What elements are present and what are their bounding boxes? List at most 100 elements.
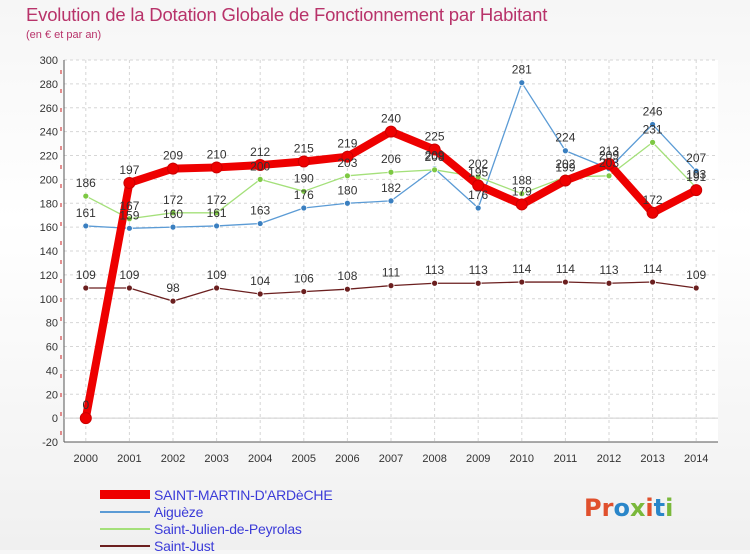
data-label-saint-martin-d-ardeche: 172: [643, 193, 663, 207]
data-point-saint-martin-d-ardeche: [603, 157, 615, 170]
data-point-saint-martin-d-ardeche: [79, 412, 92, 425]
data-point-aigueze: [562, 147, 569, 155]
x-tick-label: 2009: [466, 453, 490, 465]
data-label-saint-martin-d-ardeche: 210: [207, 147, 227, 161]
data-label-saint-julien-de-peyrolas: 206: [381, 152, 401, 166]
data-point-aigueze: [692, 167, 700, 175]
data-label-saint-julien-de-peyrolas: 200: [250, 159, 270, 173]
y-tick-label: 120: [40, 270, 58, 282]
data-label-aigueze: 209: [425, 149, 445, 163]
x-tick-label: 2002: [161, 453, 185, 465]
legend-item-saint-just: Saint-Just: [100, 537, 332, 554]
data-point-saint-just: [82, 284, 90, 292]
data-point-saint-just: [343, 285, 351, 293]
data-point-aigueze: [213, 222, 221, 230]
data-label-saint-martin-d-ardeche: 197: [119, 163, 139, 177]
data-label-aigueze: 176: [294, 188, 314, 202]
data-label-saint-martin-d-ardeche: 191: [686, 170, 706, 184]
data-point-saint-just: [562, 278, 569, 286]
data-point-saint-martin-d-ardeche: [341, 150, 354, 163]
legend-item-saint-julien: Saint-Julien-de-Peyrolas: [100, 520, 332, 537]
legend-swatch-saint-julien: [100, 527, 150, 530]
data-point-aigueze: [82, 222, 90, 230]
chart-subtitle: (en € et par an): [26, 29, 102, 41]
logo-letter: i: [665, 494, 674, 522]
data-point-aigueze: [125, 224, 133, 232]
data-label-saint-julien-de-peyrolas: 167: [119, 199, 139, 213]
y-tick-label: 200: [40, 174, 58, 186]
data-point-saint-martin-d-ardeche: [210, 161, 223, 174]
data-point-aigueze: [169, 223, 177, 231]
data-label-aigueze: 159: [119, 208, 139, 222]
y-tick-label: -20: [42, 437, 58, 449]
x-tick-label: 2010: [510, 453, 534, 465]
logo-letter: P: [584, 494, 602, 522]
data-label-saint-julien-de-peyrolas: 208: [425, 150, 445, 164]
y-tick-label: 0: [52, 413, 58, 425]
y-tick-label: 220: [40, 151, 58, 163]
data-point-saint-martin-d-ardeche: [472, 179, 485, 192]
legend-label-saint-julien: Saint-Julien-de-Peyrolas: [154, 520, 302, 537]
data-label-saint-just: 114: [512, 262, 531, 276]
x-tick-label: 2000: [74, 453, 98, 465]
y-tick-label: 300: [40, 55, 58, 67]
data-point-saint-julien-de-peyrolas: [431, 166, 439, 174]
y-tick-label: 160: [40, 222, 58, 234]
legend-swatch-saint-martin: [100, 490, 150, 499]
logo-letter: x: [629, 494, 646, 522]
y-tick-label: 20: [46, 389, 58, 401]
data-point-saint-just: [605, 279, 613, 287]
data-point-saint-just: [692, 284, 700, 292]
data-label-saint-martin-d-ardeche: 179: [512, 184, 532, 198]
data-label-saint-just: 113: [425, 263, 444, 277]
data-label-saint-julien-de-peyrolas: 172: [207, 193, 227, 207]
data-label-saint-martin-d-ardeche: 212: [250, 145, 270, 159]
data-label-saint-just: 113: [599, 263, 618, 277]
data-point-saint-just: [256, 290, 264, 298]
data-point-saint-just: [213, 284, 221, 292]
data-label-aigueze: 161: [76, 206, 96, 220]
data-point-aigueze: [343, 199, 351, 207]
data-point-saint-just: [169, 297, 177, 305]
data-point-saint-martin-d-ardeche: [690, 184, 703, 197]
x-tick-label: 2004: [248, 453, 272, 465]
data-point-saint-julien-de-peyrolas: [169, 209, 177, 217]
data-point-aigueze: [474, 204, 482, 212]
data-label-saint-martin-d-ardeche: 219: [337, 137, 357, 151]
data-point-aigueze: [300, 204, 308, 212]
data-label-saint-just: 106: [294, 272, 314, 286]
data-point-saint-martin-d-ardeche: [559, 174, 572, 187]
data-label-aigueze: 176: [468, 188, 488, 202]
data-point-saint-just: [518, 278, 526, 286]
data-label-saint-just: 114: [556, 262, 575, 276]
data-point-saint-just: [387, 282, 395, 290]
chart-title: Evolution de la Dotation Globale de Fonc…: [26, 4, 548, 25]
data-point-saint-martin-d-ardeche: [428, 143, 441, 156]
legend: SAINT-MARTIN-D'ARDèCHE Aiguèze Saint-Jul…: [100, 486, 333, 554]
data-label-saint-just: 98: [166, 281, 180, 295]
data-point-saint-martin-d-ardeche: [167, 162, 179, 175]
data-point-aigueze: [387, 197, 395, 205]
data-point-saint-martin-d-ardeche: [297, 155, 310, 168]
data-label-saint-julien-de-peyrolas: 203: [337, 156, 357, 170]
data-label-saint-martin-d-ardeche: 195: [468, 165, 488, 179]
data-label-saint-martin-d-ardeche: 215: [294, 141, 314, 155]
data-label-aigueze: 160: [163, 207, 183, 221]
data-label-saint-julien-de-peyrolas: 203: [599, 156, 619, 170]
legend-item-saint-martin: SAINT-MARTIN-D'ARDèCHE: [100, 486, 333, 503]
data-point-saint-julien-de-peyrolas: [605, 172, 613, 180]
data-label-saint-julien-de-peyrolas: 172: [163, 193, 183, 207]
data-label-aigueze: 224: [555, 131, 575, 145]
data-label-saint-just: 111: [382, 266, 401, 280]
data-label-aigueze: 163: [250, 204, 270, 218]
data-label-aigueze: 281: [512, 63, 532, 77]
logo-letter: r: [601, 494, 614, 522]
data-label-saint-martin-d-ardeche: 240: [381, 112, 401, 126]
data-label-saint-julien-de-peyrolas: 231: [643, 122, 663, 136]
data-label-saint-julien-de-peyrolas: 190: [294, 171, 314, 185]
data-label-saint-martin-d-ardeche: 0: [82, 398, 89, 412]
data-point-aigueze: [256, 220, 264, 227]
data-point-saint-martin-d-ardeche: [646, 206, 659, 219]
data-label-saint-martin-d-ardeche: 213: [599, 144, 619, 158]
